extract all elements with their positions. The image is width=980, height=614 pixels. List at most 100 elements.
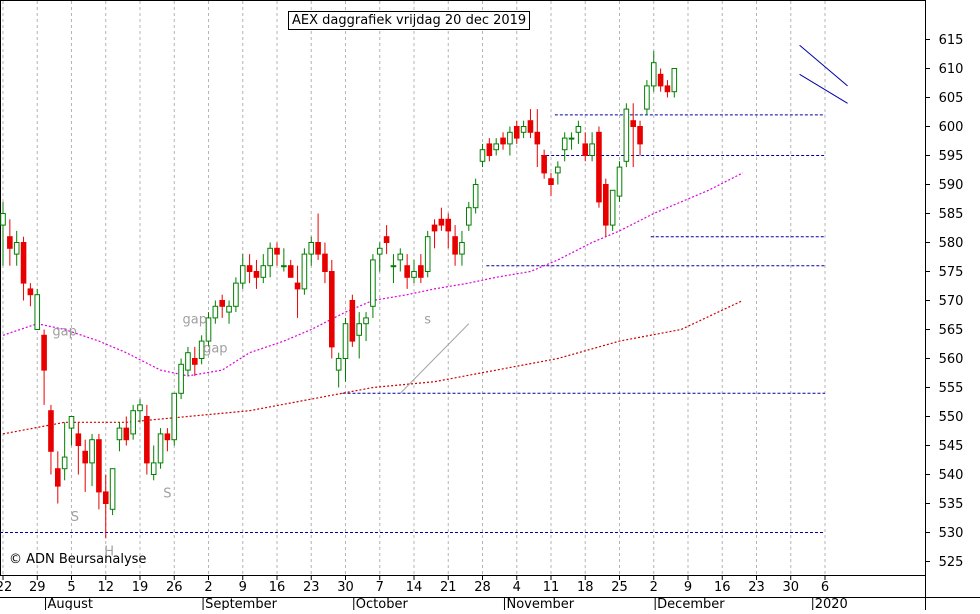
y-tick-label: 565: [939, 323, 964, 338]
x-tick-label: 30: [782, 580, 799, 595]
candle-body-up: [561, 137, 568, 151]
candle-body-up: [507, 131, 513, 145]
y-tick-label: 605: [939, 91, 964, 106]
x-tick-label: 19: [132, 580, 149, 595]
candle-body-down: [75, 433, 82, 446]
candle-body-up: [267, 247, 273, 267]
x-tick-label: 9: [239, 580, 247, 595]
candle-body-down: [164, 433, 171, 441]
y-tick-label: 570: [939, 294, 964, 309]
y-tick-label: 530: [939, 526, 964, 541]
candle-body-up: [281, 265, 287, 268]
candle-body-up: [301, 253, 308, 290]
x-tick-label: 2: [650, 580, 658, 595]
x-tick-label: 18: [577, 580, 594, 595]
y-tick-label: 580: [939, 236, 964, 251]
candle-body-up: [308, 242, 315, 255]
candle-body-up: [233, 282, 239, 307]
candle-body-up: [363, 317, 369, 325]
candle-body-down: [329, 271, 335, 348]
y-tick-label: 595: [939, 149, 964, 164]
candle-body-up: [555, 166, 561, 174]
y-tick-label: 585: [939, 207, 964, 222]
candle-body-down: [96, 439, 102, 493]
candle-body-down: [527, 120, 534, 133]
candle-body-up: [644, 85, 650, 110]
y-tick-label: 555: [939, 381, 964, 396]
candle-body-down: [322, 253, 328, 273]
pennant-line: [799, 44, 848, 87]
candle-body-up: [459, 242, 465, 255]
candle-body-up: [109, 468, 116, 510]
trend-line: [399, 323, 470, 394]
candle-body-down: [253, 271, 260, 278]
candle-body-up: [157, 433, 164, 464]
y-tick-label: 610: [939, 62, 964, 77]
candle-body-down: [603, 184, 609, 226]
candle-body-down: [513, 126, 520, 139]
candle-body-up: [493, 143, 499, 151]
candle-body-up: [239, 265, 246, 284]
month-label: October: [356, 597, 409, 610]
candle-body-up: [226, 305, 232, 313]
y-tick-label: 590: [939, 178, 964, 193]
candle-body-up: [609, 189, 616, 226]
x-tick-label: 26: [166, 580, 183, 595]
chart-annotation: gap: [203, 342, 227, 357]
y-tick-label: 540: [939, 468, 964, 483]
candle-body-up: [376, 247, 383, 255]
candle-body-down: [82, 450, 89, 464]
x-tick-label: 29: [29, 580, 46, 595]
candle-body-up: [130, 410, 136, 435]
candle-body-down: [541, 155, 547, 174]
candle-body-up: [589, 143, 595, 156]
candle-body-up: [137, 404, 143, 412]
candle-body-down: [431, 224, 438, 232]
x-tick-label: 14: [406, 580, 423, 595]
month-label: September: [205, 597, 278, 610]
candle-body-up: [342, 323, 349, 360]
candle-body-down: [548, 178, 554, 185]
x-tick-label: 2: [204, 580, 212, 595]
candle-body-down: [630, 120, 637, 127]
x-tick-label: 9: [684, 580, 692, 595]
x-tick-label: 23: [303, 580, 320, 595]
candle-body-down: [664, 85, 671, 93]
y-tick-label: 575: [939, 265, 964, 280]
candle-body-down: [192, 358, 198, 365]
candle-body-up: [61, 456, 68, 470]
y-tick-label: 550: [939, 410, 964, 425]
candle-body-down: [637, 126, 643, 145]
candle-body-down: [452, 236, 458, 255]
chart-annotation: S: [163, 487, 171, 502]
candle-body-up: [205, 317, 212, 342]
x-tick-label: 22: [0, 580, 12, 595]
y-tick-label: 615: [939, 33, 964, 48]
candle-body-up: [671, 68, 678, 93]
candle-body-up: [13, 242, 20, 255]
x-tick-label: 7: [376, 580, 384, 595]
x-tick-label: 23: [748, 580, 765, 595]
candle-body-up: [116, 427, 123, 441]
month-label: 2020: [815, 597, 848, 610]
candle-body-down: [55, 468, 61, 487]
candle-body-up: [260, 265, 267, 278]
candle-body-down: [7, 236, 13, 249]
candle-body-down: [500, 137, 506, 145]
y-tick-label: 545: [939, 439, 964, 454]
x-tick-label: 25: [611, 580, 628, 595]
candle-body-up: [623, 108, 630, 162]
x-tick-label: 5: [67, 580, 75, 595]
y-tick-label: 560: [939, 352, 964, 367]
plot-area: [0, 0, 926, 576]
candle-body-down: [582, 143, 589, 156]
candle-body-up: [198, 340, 205, 360]
candle-body-down: [294, 282, 301, 290]
chart-annotation: H: [104, 545, 114, 560]
x-tick-label: 4: [513, 580, 521, 595]
x-tick-label: 21: [440, 580, 457, 595]
candle-body-down: [41, 334, 47, 371]
chart-annotation: gap: [183, 313, 207, 328]
